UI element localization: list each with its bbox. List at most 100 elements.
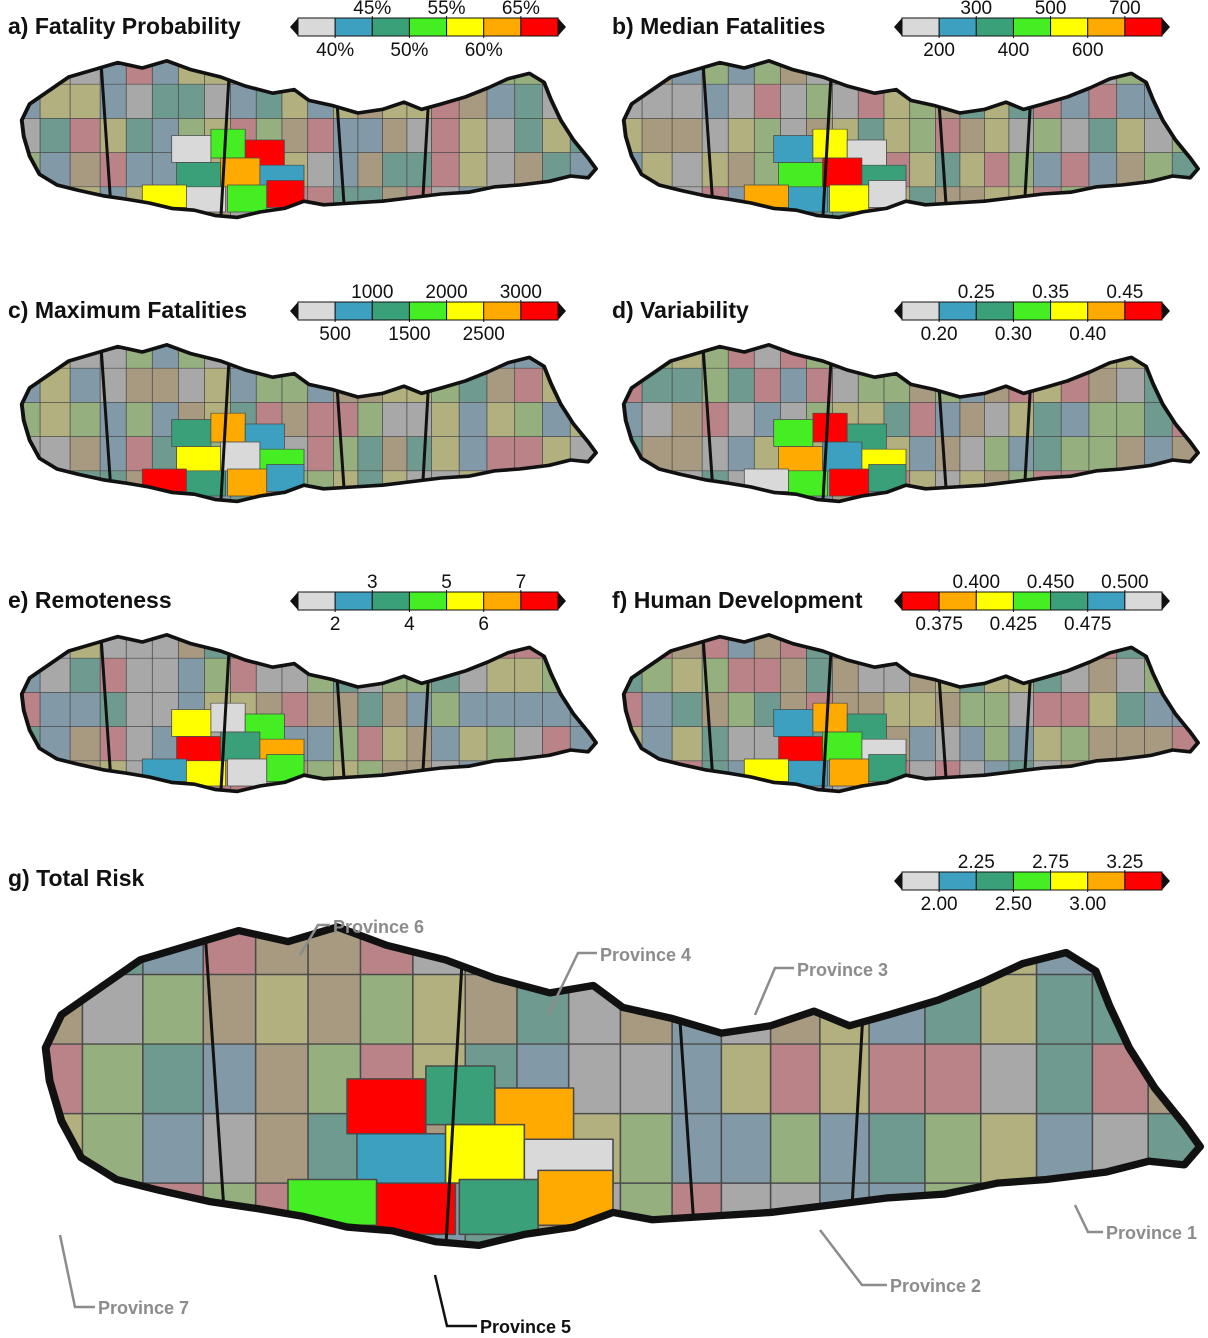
district-region	[1088, 692, 1118, 728]
colorbar-swatch	[938, 591, 977, 611]
district-region	[99, 470, 128, 502]
district-region	[516, 926, 571, 977]
district-region	[151, 657, 180, 694]
district-region-highlight	[822, 441, 863, 472]
colorbar-swatch	[975, 591, 1014, 611]
district-region	[1088, 657, 1118, 694]
district-region	[569, 367, 597, 404]
colorbar-swatch	[901, 591, 940, 611]
district-region-highlight	[822, 157, 863, 188]
district-region	[883, 634, 911, 660]
colorbar-swatch	[901, 17, 940, 37]
district-region-highlight	[812, 412, 848, 443]
district-region	[623, 60, 643, 86]
district-region	[357, 634, 384, 660]
district-region	[69, 83, 102, 120]
district-region	[307, 726, 335, 762]
district-region	[21, 60, 41, 86]
district-region	[99, 436, 128, 472]
district-region-highlight	[425, 1065, 496, 1126]
district-region	[357, 436, 384, 472]
district-region	[464, 973, 519, 1046]
district-region	[69, 367, 102, 404]
district-region	[753, 60, 782, 86]
district-region	[177, 83, 206, 120]
colorbar-swatch	[975, 301, 1014, 321]
district-region	[307, 152, 335, 188]
colorbar-tick-label: 2.25	[958, 852, 995, 873]
colorbar-swatch	[1087, 301, 1126, 321]
colorbar-tick-label: 2500	[463, 324, 505, 345]
district-region	[569, 657, 597, 694]
district-region	[753, 367, 782, 404]
district-region	[382, 760, 408, 792]
district-region	[125, 692, 154, 728]
district-region	[1144, 470, 1174, 502]
district-region	[727, 726, 756, 762]
district-region	[255, 344, 283, 370]
district-region	[142, 1043, 206, 1116]
colorbar-tick-label: 1500	[388, 324, 430, 345]
district-region	[1144, 760, 1174, 792]
district-region-highlight	[220, 157, 261, 188]
colorbar-tick-label: 40%	[316, 40, 354, 61]
district-region	[69, 118, 102, 154]
district-region	[909, 436, 937, 472]
district-region	[307, 973, 363, 1046]
district-region-highlight	[829, 758, 870, 787]
district-region	[542, 402, 572, 438]
district-region	[382, 726, 408, 762]
district-region	[1171, 692, 1199, 728]
district-region	[569, 402, 597, 438]
province-labels: Province 6 Province 4 Province 3 Province 1…	[58, 917, 1197, 1337]
district-region	[281, 344, 309, 370]
district-region	[727, 402, 756, 438]
colorbar-tick-label: 4	[404, 614, 415, 635]
district-region	[1171, 118, 1199, 154]
colorbar-swatch	[408, 301, 448, 321]
colorbar-tick-label: 0.500	[1101, 572, 1149, 593]
district-region	[1088, 760, 1118, 792]
district-region	[701, 152, 730, 188]
district-region	[406, 152, 433, 188]
province-leader-line	[753, 966, 794, 1016]
district-region	[254, 1043, 310, 1116]
district-region	[641, 760, 673, 792]
district-region	[1088, 186, 1118, 218]
district-region	[357, 152, 384, 188]
district-region	[883, 344, 911, 370]
district-region	[151, 60, 180, 86]
district-region	[99, 726, 128, 762]
district-region	[1144, 344, 1174, 370]
district-region-highlight	[829, 184, 870, 213]
district-region	[701, 760, 730, 792]
colorbar-tick-label: 2000	[425, 282, 467, 303]
district-region	[458, 118, 488, 154]
district-region	[727, 436, 756, 472]
district-region	[230, 60, 258, 86]
colorbar-swatch	[408, 591, 448, 611]
district-region	[1008, 470, 1035, 502]
province-leader-line	[298, 923, 330, 956]
district-region	[514, 186, 544, 218]
district-region	[1035, 1043, 1095, 1116]
district-region	[641, 118, 673, 154]
colorbar-left-arrow	[894, 592, 902, 610]
district-region	[542, 470, 572, 502]
district-region	[1116, 657, 1146, 694]
district-region	[1116, 402, 1146, 438]
district-region	[39, 470, 71, 502]
colorbar-swatch	[975, 871, 1014, 891]
district-region-highlight	[375, 1182, 457, 1236]
district-region	[486, 657, 516, 694]
district-region	[1144, 634, 1174, 660]
district-region	[39, 186, 71, 218]
district-region	[701, 726, 730, 762]
district-region	[1116, 367, 1146, 404]
district-region	[542, 60, 572, 86]
district-region	[984, 402, 1010, 438]
panel-a: a) Fatality Probability 40% 45% 50% 55% 60% 65…	[8, 0, 599, 220]
district-region	[542, 692, 572, 728]
district-region	[69, 726, 102, 762]
district-region	[819, 1182, 871, 1246]
